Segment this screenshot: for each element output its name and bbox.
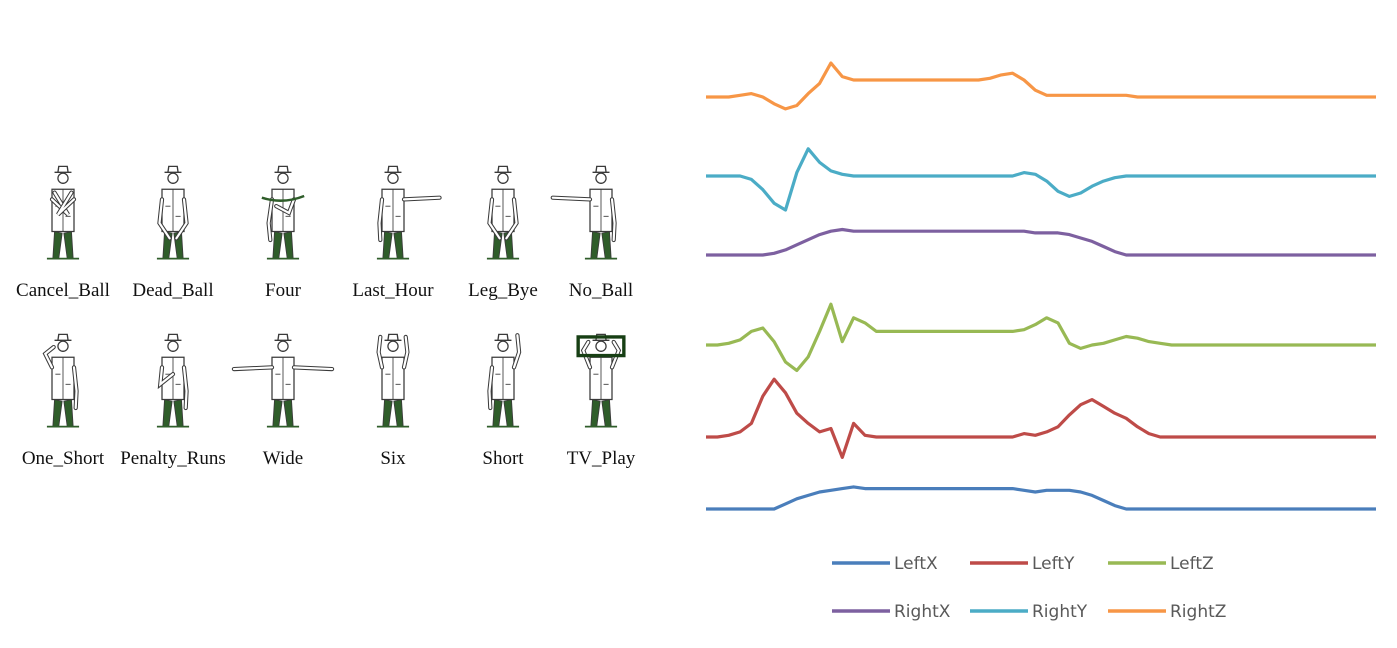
gesture-tv-play: TV_Play <box>546 318 656 478</box>
gesture-label: Dead_Ball <box>132 280 214 301</box>
sensor-line-chart: LeftX LeftY LeftZ RightX RightY RightZ <box>706 61 1376 622</box>
series-line-lefty <box>706 377 1376 459</box>
series-line-rightz <box>706 61 1376 111</box>
umpire-gesture-grid: Cancel_Ball Dead_Ball Four Last_Hour Leg_Bye… <box>0 0 660 648</box>
series-line-leftx <box>706 485 1376 511</box>
gesture-label: Wide <box>262 448 304 469</box>
umpire-figure-icon <box>46 165 80 260</box>
gesture-label: TV_Play <box>566 448 636 469</box>
legend-label-rightx: RightX <box>894 602 951 622</box>
gesture-one-short: One_Short <box>8 318 118 478</box>
umpire-figure-icon <box>486 165 520 260</box>
gesture-label: Four <box>265 280 301 301</box>
gesture-label: One_Short <box>21 448 105 469</box>
legend-label-lefty: LeftY <box>1032 554 1075 574</box>
umpire-figure-icon <box>156 165 190 260</box>
umpire-figure-icon <box>576 333 626 428</box>
gesture-last-hour: Last_Hour <box>338 150 448 310</box>
umpire-figure-icon <box>550 165 618 260</box>
gesture-label: Cancel_Ball <box>16 280 110 301</box>
series-line-rightx <box>706 227 1376 257</box>
gesture-no-ball: No_Ball <box>546 150 656 310</box>
gesture-label: Leg_Bye <box>468 280 538 301</box>
gesture-label: No_Ball <box>568 280 634 301</box>
gesture-cancel-ball: Cancel_Ball <box>8 150 118 310</box>
gesture-dead-ball: Dead_Ball <box>118 150 228 310</box>
umpire-figure-icon <box>231 333 335 428</box>
legend-label-leftx: LeftX <box>894 554 938 574</box>
gesture-label: Penalty_Runs <box>120 448 226 469</box>
gesture-six: Six <box>338 318 448 478</box>
gesture-wide: Wide <box>228 318 338 478</box>
gesture-leg-bye: Leg_Bye <box>448 150 558 310</box>
series-line-leftz <box>706 302 1376 373</box>
gesture-label: Six <box>380 448 406 469</box>
umpire-figure-icon <box>376 333 410 428</box>
gesture-four: Four <box>228 150 338 310</box>
legend-label-righty: RightY <box>1032 602 1088 622</box>
gesture-label: Short <box>482 448 524 469</box>
gesture-penalty-runs: Penalty_Runs <box>118 318 228 478</box>
chart-legend: LeftX LeftY LeftZ RightX RightY RightZ <box>832 554 1226 622</box>
plot-area <box>706 61 1376 511</box>
umpire-figure-icon <box>261 165 305 260</box>
umpire-figure-icon <box>156 333 190 428</box>
series-line-righty <box>706 147 1376 212</box>
legend-label-rightz: RightZ <box>1170 602 1226 622</box>
gesture-label: Last_Hour <box>352 280 434 301</box>
gesture-short: Short <box>448 318 558 478</box>
legend-label-leftz: LeftZ <box>1170 554 1214 574</box>
umpire-figure-icon <box>376 165 442 260</box>
umpire-figure-icon <box>42 333 80 428</box>
umpire-figure-icon <box>486 333 522 428</box>
